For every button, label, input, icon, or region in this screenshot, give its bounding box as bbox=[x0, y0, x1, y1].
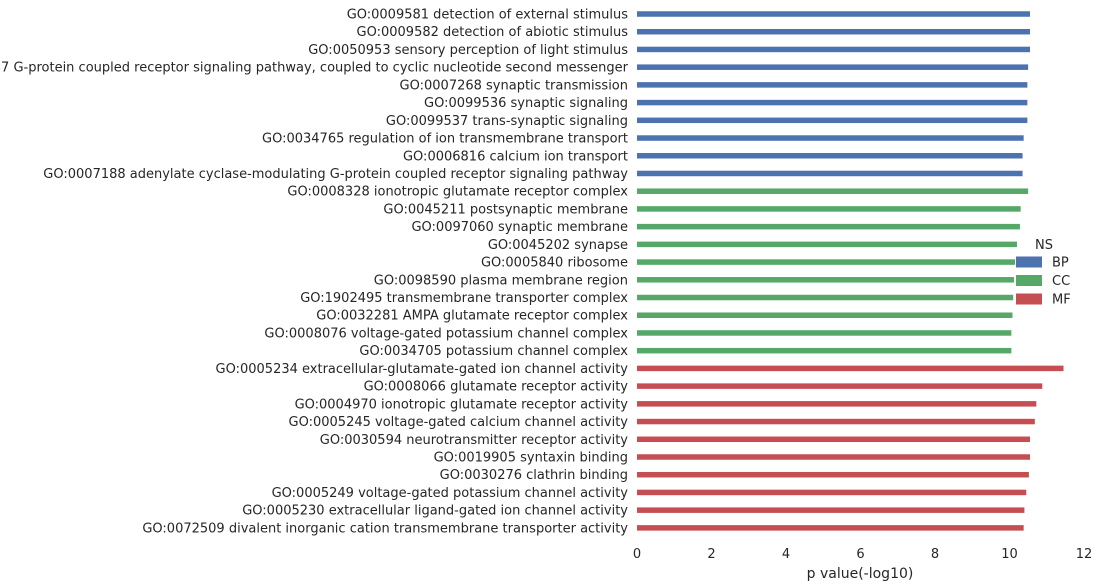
bar-bp bbox=[637, 11, 1030, 17]
bar-mf bbox=[637, 418, 1035, 425]
legend-label-mf: MF bbox=[1052, 293, 1071, 308]
x-axis-ticks-group: 0 2 4 6 8 10 12 bbox=[633, 547, 1092, 562]
category-label: GO:0072509 divalent inorganic cation tra… bbox=[142, 521, 628, 536]
category-label: GO:0009582 detection of abiotic stimulus bbox=[357, 25, 629, 40]
bar-cc bbox=[637, 259, 1016, 265]
x-tick-label: 2 bbox=[707, 547, 715, 562]
category-label: GO:0007188 adenylate cyclase-modulating … bbox=[43, 167, 628, 182]
bar-bp bbox=[637, 64, 1029, 70]
category-labels-group: GO:0009581 detection of external stimulu… bbox=[0, 8, 629, 537]
category-label: GO:0034705 potassium channel complex bbox=[359, 344, 628, 359]
bar-cc bbox=[637, 347, 1012, 354]
x-tick-label: 8 bbox=[931, 547, 939, 562]
x-tick-label: 10 bbox=[1001, 547, 1018, 562]
bar-cc bbox=[637, 223, 1020, 230]
category-label: GO:0045211 postsynaptic membrane bbox=[383, 202, 628, 217]
bar-mf bbox=[637, 365, 1064, 372]
category-label: GO:0004970 ionotropic glutamate receptor… bbox=[295, 397, 629, 412]
bar-mf bbox=[637, 489, 1027, 496]
category-label: GO:0007268 synaptic transmission bbox=[400, 78, 628, 93]
bar-mf bbox=[637, 383, 1043, 389]
category-label: GO:0098590 plasma membrane region bbox=[374, 273, 628, 288]
category-label: GO:0045202 synapse bbox=[488, 238, 628, 253]
category-label: GO:0008076 voltage-gated potassium chann… bbox=[264, 326, 628, 341]
bar-mf bbox=[637, 525, 1024, 531]
bar-mf bbox=[637, 507, 1025, 513]
bar-bp bbox=[637, 135, 1024, 141]
category-label: GO:0030276 clathrin binding bbox=[440, 468, 628, 483]
category-label: GO:0099537 trans-synaptic signaling bbox=[386, 114, 628, 129]
category-label: GO:0005840 ribosome bbox=[481, 256, 628, 271]
bar-cc bbox=[637, 206, 1021, 212]
bar-bp bbox=[637, 82, 1028, 88]
category-label: GO:0008066 glutamate receptor activity bbox=[364, 380, 629, 395]
legend-label-bp: BP bbox=[1052, 256, 1069, 271]
category-label: GO:0005234 extracellular-glutamate-gated… bbox=[216, 362, 629, 377]
x-tick-label: 0 bbox=[633, 547, 641, 562]
legend-title: NS bbox=[1035, 238, 1053, 253]
category-label: GO:0032281 AMPA glutamate receptor compl… bbox=[316, 309, 628, 324]
bar-cc bbox=[637, 241, 1017, 248]
category-label: GO:0005249 voltage-gated potassium chann… bbox=[272, 486, 629, 501]
bars-group bbox=[637, 11, 1064, 531]
bar-mf bbox=[637, 401, 1037, 407]
category-label: GO:0007187 G-protein coupled receptor si… bbox=[0, 61, 629, 76]
bar-mf bbox=[637, 471, 1029, 478]
bar-cc bbox=[637, 277, 1014, 283]
bar-mf bbox=[637, 454, 1030, 460]
legend: NS BP CC MF bbox=[1016, 238, 1071, 308]
bar-bp bbox=[637, 153, 1023, 159]
bar-cc bbox=[637, 188, 1029, 194]
legend-swatch-mf bbox=[1016, 293, 1042, 305]
category-label: GO:1902495 transmembrane transporter com… bbox=[300, 291, 628, 306]
bar-bp bbox=[637, 99, 1028, 106]
legend-swatch-cc bbox=[1016, 275, 1042, 286]
legend-swatch-bp bbox=[1016, 256, 1042, 268]
category-label: GO:0008328 ionotropic glutamate receptor… bbox=[287, 185, 628, 200]
x-tick-label: 4 bbox=[782, 547, 790, 562]
bar-bp bbox=[637, 28, 1030, 35]
legend-label-cc: CC bbox=[1052, 274, 1070, 289]
bar-cc bbox=[637, 312, 1013, 318]
category-label: GO:0019905 syntaxin binding bbox=[434, 451, 628, 466]
category-label: GO:0005230 extracellular ligand-gated io… bbox=[242, 504, 628, 519]
bar-bp bbox=[637, 117, 1028, 124]
x-tick-label: 6 bbox=[856, 547, 864, 562]
category-label: GO:0099536 synaptic signaling bbox=[424, 96, 628, 111]
category-label: GO:0005245 voltage-gated calcium channel… bbox=[289, 415, 629, 430]
category-label: GO:0034765 regulation of ion transmembra… bbox=[262, 132, 628, 147]
category-label: GO:0030594 neurotransmitter receptor act… bbox=[320, 433, 629, 448]
category-label: GO:0009581 detection of external stimulu… bbox=[347, 8, 629, 23]
category-label: GO:0006816 calcium ion transport bbox=[403, 149, 628, 164]
x-axis-title: p value(-log10) bbox=[807, 566, 914, 582]
bar-mf bbox=[637, 436, 1030, 443]
x-tick-label: 12 bbox=[1076, 547, 1093, 562]
bar-cc bbox=[637, 294, 1014, 301]
category-label: GO:0050953 sensory perception of light s… bbox=[308, 43, 628, 58]
bar-cc bbox=[637, 330, 1012, 336]
category-label: GO:0097060 synaptic membrane bbox=[411, 220, 628, 235]
bar-bp bbox=[637, 46, 1030, 53]
bar-bp bbox=[637, 170, 1023, 177]
